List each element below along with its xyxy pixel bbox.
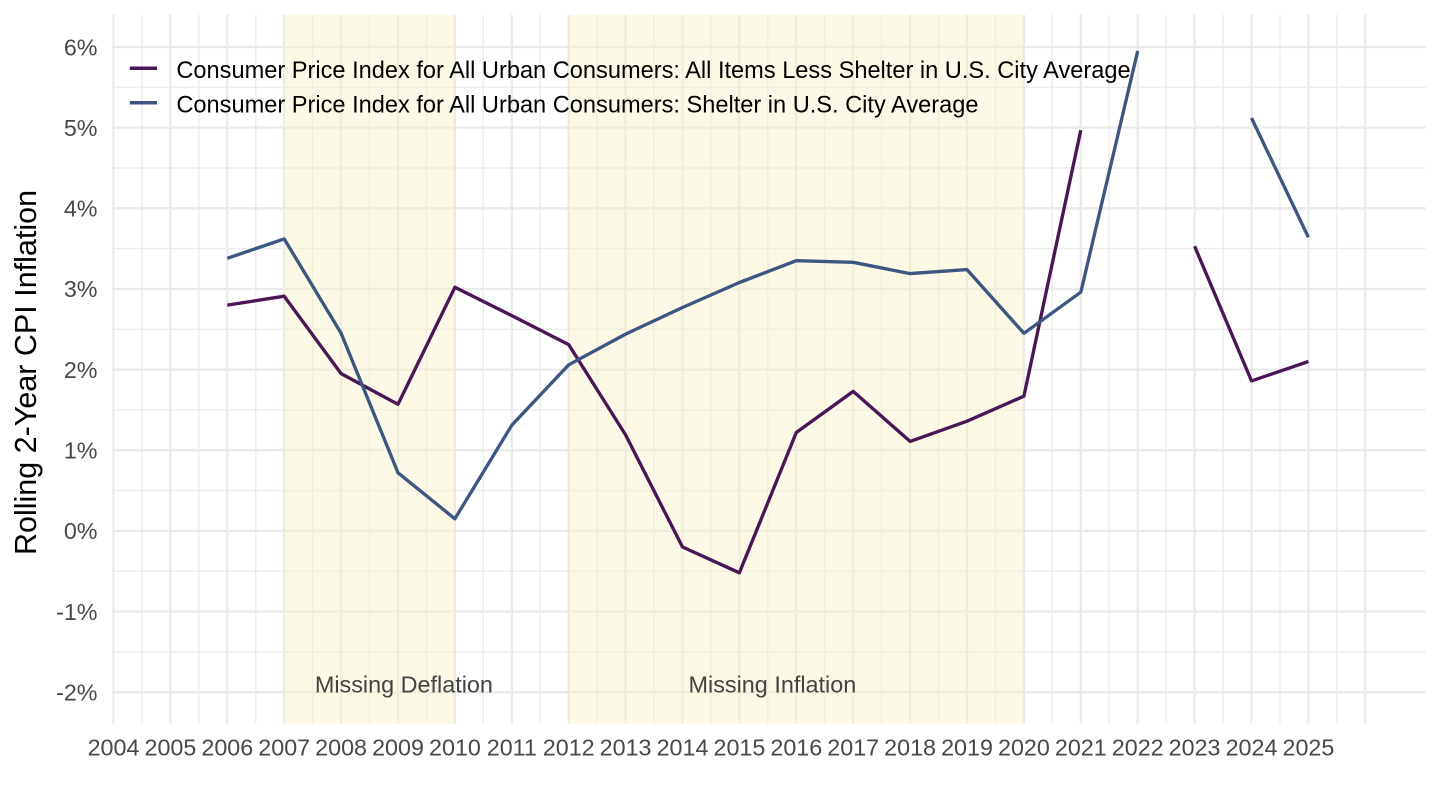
svg-text:2008: 2008 — [315, 734, 367, 760]
svg-text:2022: 2022 — [1112, 734, 1164, 760]
svg-text:2015: 2015 — [713, 734, 765, 760]
svg-text:2016: 2016 — [770, 734, 822, 760]
svg-text:2023: 2023 — [1169, 734, 1221, 760]
svg-text:2%: 2% — [64, 357, 98, 383]
svg-text:2011: 2011 — [487, 734, 537, 760]
svg-text:-2%: -2% — [56, 680, 97, 706]
svg-text:3%: 3% — [64, 276, 98, 302]
svg-text:2021: 2021 — [1055, 734, 1107, 760]
svg-text:4%: 4% — [64, 196, 98, 222]
svg-text:Rolling 2-Year CPI Inflation: Rolling 2-Year CPI Inflation — [9, 190, 43, 555]
svg-text:-1%: -1% — [56, 599, 97, 625]
svg-text:6%: 6% — [64, 34, 98, 60]
svg-text:2004: 2004 — [88, 734, 140, 760]
svg-text:2009: 2009 — [372, 734, 424, 760]
svg-text:Consumer Price Index for All U: Consumer Price Index for All Urban Consu… — [176, 58, 1130, 84]
svg-text:2014: 2014 — [657, 734, 709, 760]
svg-text:Consumer Price Index for All U: Consumer Price Index for All Urban Consu… — [176, 92, 978, 118]
svg-text:2020: 2020 — [998, 734, 1050, 760]
svg-text:Missing Inflation: Missing Inflation — [689, 672, 857, 698]
svg-text:2019: 2019 — [941, 734, 993, 760]
svg-text:2024: 2024 — [1226, 734, 1278, 760]
svg-text:Missing Deflation: Missing Deflation — [315, 672, 493, 698]
svg-text:2018: 2018 — [884, 734, 936, 760]
svg-text:2006: 2006 — [201, 734, 253, 760]
svg-text:2025: 2025 — [1282, 734, 1334, 760]
svg-text:2010: 2010 — [429, 734, 481, 760]
svg-text:2005: 2005 — [144, 734, 196, 760]
svg-text:2013: 2013 — [600, 734, 652, 760]
svg-text:2012: 2012 — [543, 734, 595, 760]
svg-text:5%: 5% — [64, 115, 98, 141]
svg-text:1%: 1% — [64, 438, 98, 464]
svg-text:0%: 0% — [64, 518, 98, 544]
svg-text:2007: 2007 — [258, 734, 310, 760]
svg-text:2017: 2017 — [827, 734, 879, 760]
